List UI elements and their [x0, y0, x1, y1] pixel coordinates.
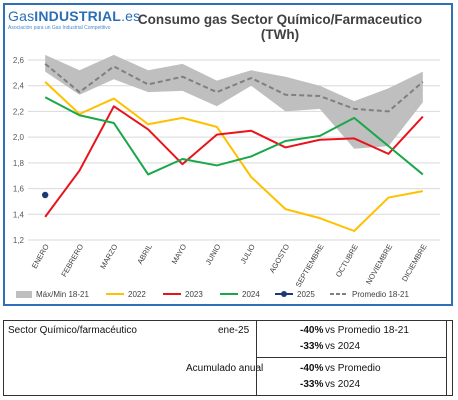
legend-label-m-x-min-18-21: Máx/Min 18-21 — [36, 290, 89, 299]
gasindustrial-logo: GasINDUSTRIAL.es Asociación para un Gas … — [8, 8, 140, 40]
series-line-2022 — [44, 81, 424, 232]
table-divider — [256, 321, 257, 395]
summary-pct: -33% — [300, 341, 324, 352]
summary-desc: vs 2024 — [325, 341, 361, 352]
line-chart: 1,2 1,4 1,6 1,8 2,0 2,2 2,4 2,6 ENERO FEBRERO MARZ… — [13, 54, 440, 299]
x-tick-label: FEBRERO — [59, 242, 85, 278]
summary-pct: -40% — [300, 325, 324, 336]
legend-label-2025: 2025 — [297, 290, 315, 299]
y-tick-label: 2,6 — [13, 56, 25, 65]
x-tick-label: OCTUBRE — [334, 243, 360, 279]
legend-label-2023: 2023 — [185, 290, 203, 299]
summary-desc: vs 2024 — [325, 379, 361, 390]
x-tick-label: DICIEMBRE — [400, 243, 429, 284]
legend-label-promedio-18-21: Promedio 18-21 — [352, 290, 409, 299]
summary-desc: vs Promedio — [325, 363, 381, 374]
y-tick-label: 1,6 — [13, 185, 25, 194]
chart-title: Consumo gas Sector Químico/Farmaceutico … — [137, 12, 423, 42]
logo-tagline: Asociación para un Gas Industrial Compet… — [8, 25, 111, 31]
y-tick-label: 1,2 — [13, 236, 25, 245]
legend-swatch-m-x-min-18-21 — [16, 291, 32, 298]
logo-tld: .es — [121, 8, 141, 24]
x-tick-label: ABRIL — [135, 243, 154, 266]
series-line-promedio-18-21 — [44, 63, 424, 113]
summary-table: Sector Químico/farmacéutico ene-25 Acumu… — [3, 320, 453, 396]
y-tick-label: 2,0 — [13, 133, 25, 142]
legend-marker-2025 — [281, 291, 287, 297]
x-tick-label: NOVIEMBRE — [364, 243, 394, 286]
y-tick-label: 1,8 — [13, 159, 25, 168]
x-tick-label: SEPTIEMBRE — [294, 243, 326, 289]
x-tick-label: AGOSTO — [267, 242, 291, 274]
table-divider — [446, 321, 447, 395]
maxmin-band — [45, 54, 423, 149]
series-2025-point — [41, 191, 49, 199]
legend-label-2022: 2022 — [128, 290, 146, 299]
y-tick-label: 1,4 — [13, 210, 25, 219]
logo-wordmark: GasINDUSTRIAL.es — [8, 8, 140, 24]
logo-industrial: INDUSTRIAL — [34, 8, 122, 24]
summary-desc: vs Promedio 18-21 — [325, 325, 409, 336]
chart-frame — [3, 3, 453, 306]
summary-accum-label: Acumulado anual — [186, 363, 264, 374]
x-tick-label: JUNIO — [204, 242, 223, 266]
table-divider — [256, 357, 446, 358]
legend-label-2024: 2024 — [242, 290, 260, 299]
summary-sector-label: Sector Químico/farmacéutico — [8, 325, 137, 336]
x-tick-label: ENERO — [30, 242, 51, 270]
x-tick-label: MAYO — [170, 242, 189, 265]
series-line-2023 — [44, 105, 424, 218]
logo-gas: Gas — [8, 8, 35, 24]
summary-pct: -40% — [300, 363, 324, 374]
series-line-2024 — [44, 96, 424, 176]
summary-pct: -33% — [300, 379, 324, 390]
summary-period: ene-25 — [218, 325, 250, 336]
y-tick-label: 2,4 — [13, 82, 25, 91]
x-tick-label: MARZO — [98, 242, 119, 270]
y-tick-label: 2,2 — [13, 107, 25, 116]
x-tick-label: JULIO — [238, 242, 257, 265]
